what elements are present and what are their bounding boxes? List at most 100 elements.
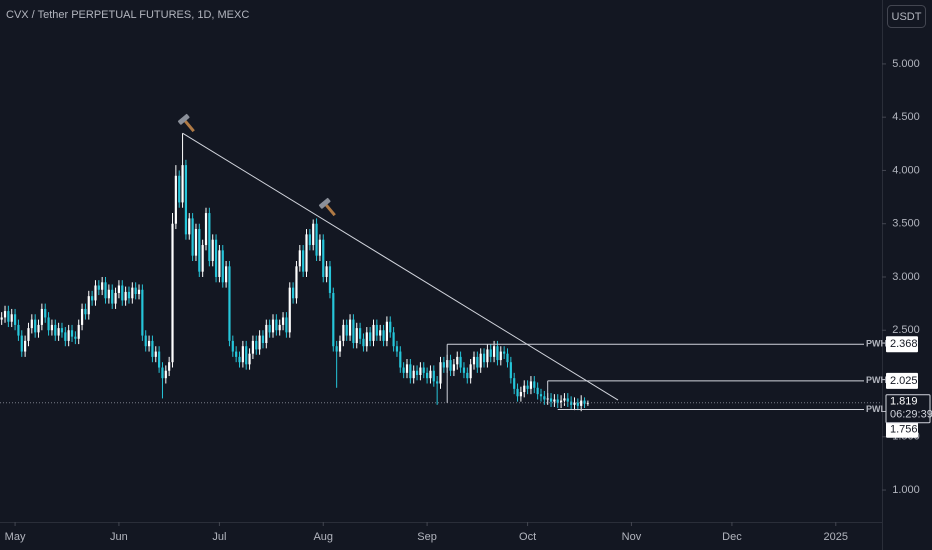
candle-body: [436, 381, 439, 384]
x-tick-label: Oct: [519, 531, 536, 543]
candle-body: [405, 364, 409, 373]
hammer-icon: [177, 113, 195, 133]
candle-body: [164, 370, 167, 379]
candle-body: [312, 223, 315, 246]
candle-body: [332, 292, 335, 347]
candle-body: [114, 292, 117, 304]
level-label: PWL: [866, 404, 886, 414]
candle-body: [292, 287, 295, 299]
candle-body: [563, 398, 566, 401]
hammer-icon: [318, 197, 336, 217]
candle-body: [64, 332, 67, 341]
candle-body: [84, 308, 87, 315]
candle-body: [57, 328, 60, 336]
trendline: [182, 132, 619, 401]
candle-body: [462, 367, 466, 373]
candle-body: [345, 324, 348, 336]
x-tick-label: Dec: [722, 531, 742, 543]
candle-body: [549, 398, 553, 402]
candle-body: [372, 324, 375, 341]
candle-body: [499, 351, 502, 361]
candle-body: [181, 165, 184, 203]
candle-body: [556, 399, 559, 403]
candle-body: [278, 324, 281, 331]
candle-body: [523, 385, 526, 393]
y-tick-label: 5.000: [892, 58, 920, 70]
candle-body: [137, 289, 141, 295]
x-tick-label: Jun: [110, 531, 128, 543]
candle-body: [188, 218, 191, 235]
candle-body: [302, 250, 305, 272]
candle-body: [245, 346, 248, 365]
candle-body: [141, 289, 144, 336]
chart-title: CVX / Tether PERPETUAL FUTURES, 1D, MEXC: [6, 9, 249, 21]
candle-body: [131, 287, 134, 299]
candle-body: [281, 317, 285, 325]
candle-body: [60, 328, 64, 333]
candle-body: [37, 324, 40, 333]
x-tick-label: Aug: [313, 531, 333, 543]
candle-body: [13, 314, 17, 325]
candle-body: [543, 396, 546, 400]
last-price-box: [885, 394, 931, 424]
candle-body: [469, 364, 472, 379]
candle-body: [168, 362, 171, 371]
candle-body: [44, 308, 47, 318]
candle-body: [429, 370, 432, 379]
candle-body: [258, 335, 261, 350]
candle-body: [533, 381, 536, 388]
candle-body: [492, 346, 496, 357]
candle-body: [513, 378, 516, 389]
candle-body: [526, 385, 529, 389]
candle-body: [208, 213, 211, 261]
candle-body: [124, 291, 127, 301]
candle-body: [127, 291, 131, 299]
level-price-box: [886, 336, 918, 353]
candle-body: [288, 287, 291, 333]
candle-body: [161, 367, 164, 379]
level-label: PWH: [866, 339, 887, 349]
candle-body: [566, 398, 569, 402]
candle-body: [325, 266, 328, 277]
candle-body: [476, 356, 479, 368]
candle-body: [328, 266, 332, 293]
candle-body: [573, 402, 576, 405]
candle-body: [342, 324, 345, 341]
candle-body: [348, 319, 352, 336]
candle-body: [178, 175, 181, 203]
candle-body: [54, 324, 57, 336]
y-tick-label: 2.500: [892, 324, 920, 336]
candle-body: [318, 239, 322, 256]
countdown: 06:29:39: [890, 409, 932, 421]
candle-body: [576, 402, 579, 406]
candle-body: [402, 367, 405, 373]
candle-body: [553, 399, 556, 402]
candle-body: [422, 367, 425, 373]
candle-body: [559, 400, 563, 403]
candle-body: [315, 223, 318, 256]
candle-body: [509, 362, 512, 379]
candle-body: [570, 401, 573, 405]
candle-body: [77, 324, 80, 339]
candle-body: [40, 308, 43, 325]
candle-body: [228, 266, 231, 341]
candle-body: [489, 349, 492, 357]
candle-body: [496, 346, 499, 361]
candle-body: [201, 245, 204, 272]
candle-body: [27, 328, 30, 341]
level-price: 2.368: [890, 338, 918, 350]
candle-body: [305, 234, 308, 272]
currency-button[interactable]: [887, 5, 926, 28]
candle-body: [198, 229, 201, 272]
x-tick-label: Nov: [622, 531, 642, 543]
candle-body: [352, 319, 355, 344]
candle-body: [275, 319, 278, 331]
candle-body: [174, 175, 177, 224]
currency-label[interactable]: USDT: [892, 11, 922, 23]
candle-body: [271, 319, 275, 333]
candle-body: [409, 364, 412, 379]
candle-body: [419, 367, 422, 375]
candle-body: [147, 340, 151, 347]
candle-body: [399, 351, 402, 368]
